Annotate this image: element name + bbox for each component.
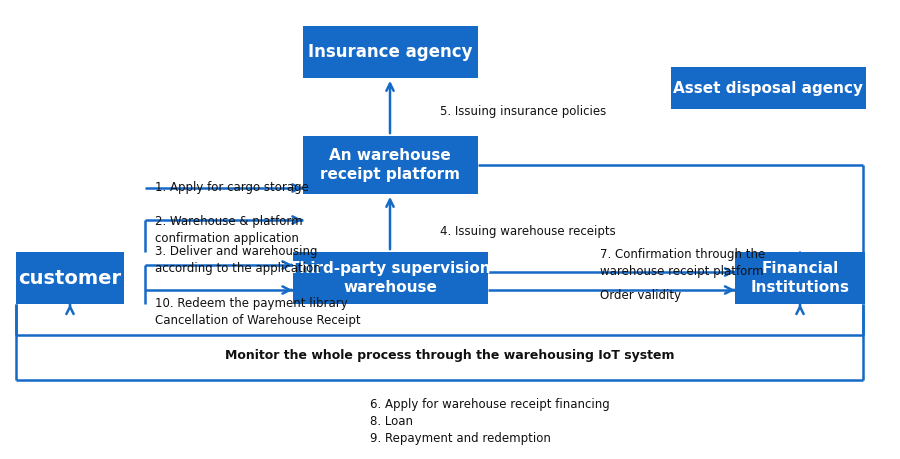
Text: 10. Redeem the payment library
Cancellation of Warehouse Receipt: 10. Redeem the payment library Cancellat… <box>155 297 361 327</box>
Text: An warehouse
receipt platform: An warehouse receipt platform <box>320 148 460 182</box>
Text: 7. Confirmation through the
warehouse receipt platform: 7. Confirmation through the warehouse re… <box>600 248 765 278</box>
Text: 6. Apply for warehouse receipt financing
8. Loan
9. Repayment and redemption: 6. Apply for warehouse receipt financing… <box>370 398 610 445</box>
Text: Financial
Institutions: Financial Institutions <box>751 261 850 295</box>
Text: 1. Apply for cargo storage: 1. Apply for cargo storage <box>155 181 309 195</box>
FancyBboxPatch shape <box>16 252 124 304</box>
Text: Third-party supervision
warehouse: Third-party supervision warehouse <box>289 261 491 295</box>
FancyBboxPatch shape <box>292 252 488 304</box>
FancyBboxPatch shape <box>302 26 478 78</box>
Text: Order validity: Order validity <box>600 290 681 302</box>
Text: Asset disposal agency: Asset disposal agency <box>673 80 863 95</box>
Text: customer: customer <box>18 269 122 287</box>
Text: 3. Deliver and warehousing
according to the application: 3. Deliver and warehousing according to … <box>155 245 320 275</box>
Text: 4. Issuing warehouse receipts: 4. Issuing warehouse receipts <box>440 225 616 239</box>
Text: 2. Warehouse & platform
confirmation application: 2. Warehouse & platform confirmation app… <box>155 215 302 245</box>
FancyBboxPatch shape <box>302 136 478 194</box>
Text: Insurance agency: Insurance agency <box>308 43 472 61</box>
FancyBboxPatch shape <box>735 252 865 304</box>
Text: 5. Issuing insurance policies: 5. Issuing insurance policies <box>440 106 607 118</box>
Text: Monitor the whole process through the warehousing IoT system: Monitor the whole process through the wa… <box>225 348 675 362</box>
FancyBboxPatch shape <box>670 67 866 109</box>
